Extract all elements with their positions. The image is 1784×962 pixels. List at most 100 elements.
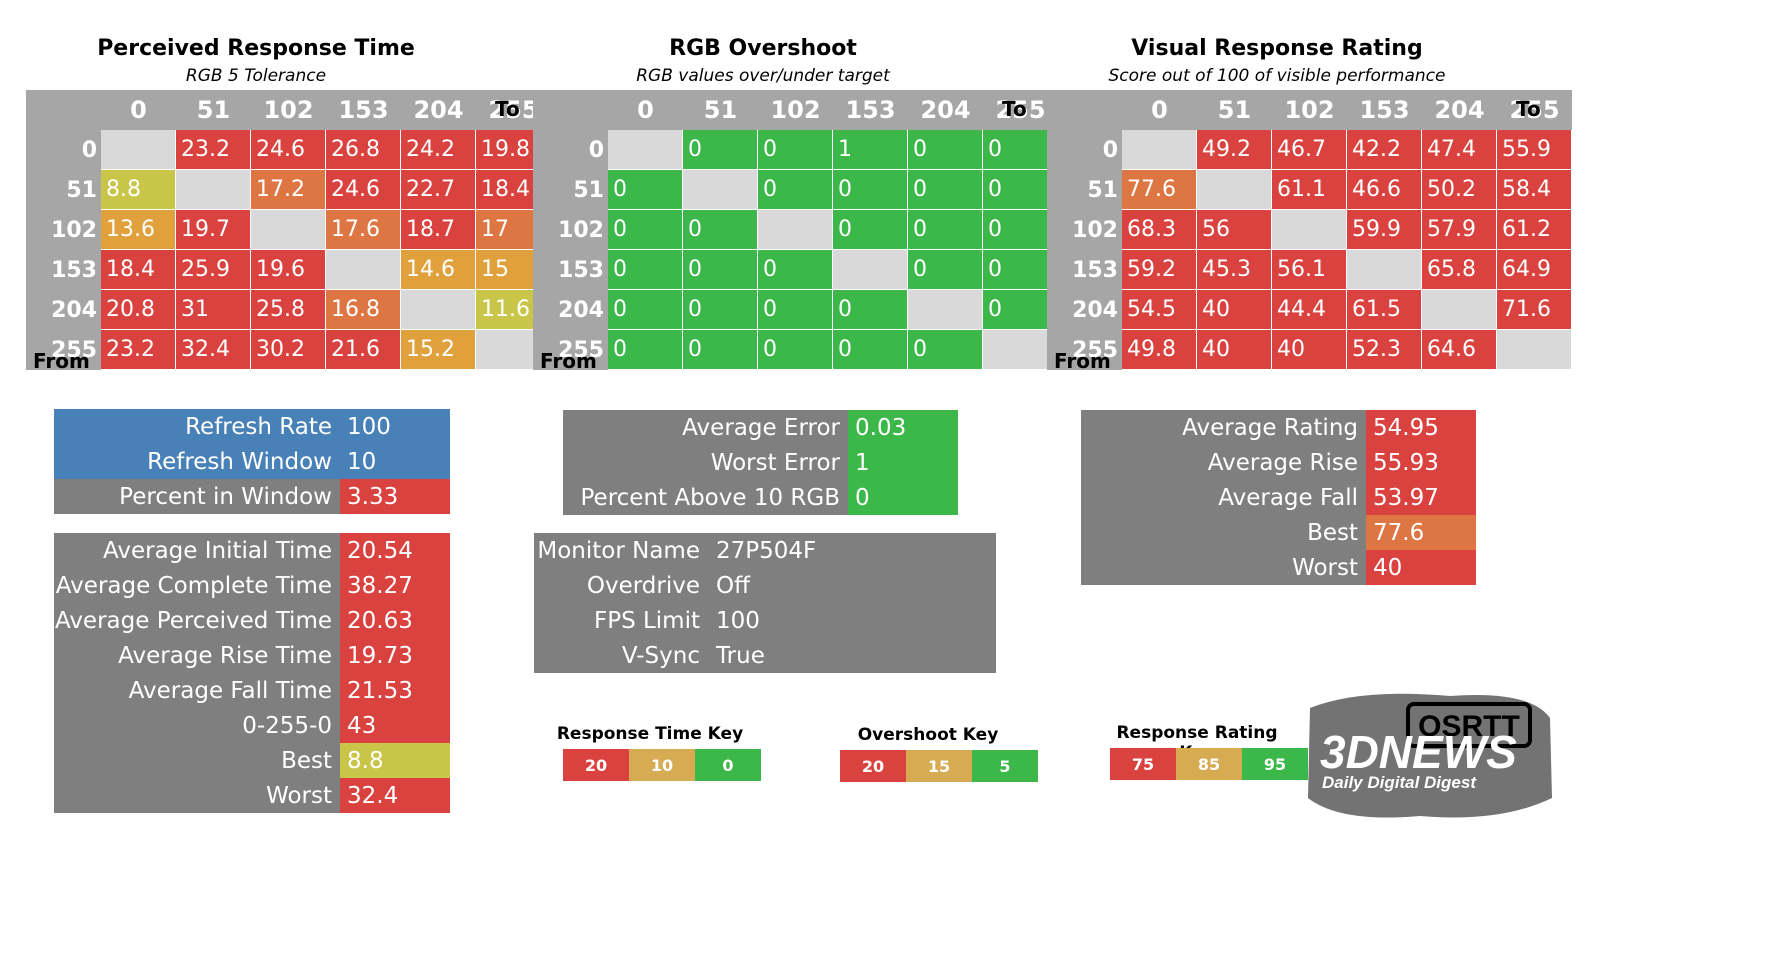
row-header: 204 [1047,290,1122,330]
heatmap-cell: 30.2 [251,330,326,370]
heatmap-cell: 0 [908,250,983,290]
heatmap-cell: 0 [983,250,1058,290]
key-swatch: 10 [629,749,695,781]
logo-brand-text: 3DNEWS [1320,726,1517,778]
stat-value: 20.63 [340,603,450,638]
heatmap-cell: 0 [683,290,758,330]
heatmap-cell: 0 [683,330,758,370]
column-header: 153 [1347,90,1422,130]
heatmap-diagonal-cell [608,130,683,170]
stat-value: 32.4 [340,778,450,813]
row-header: 153 [1047,250,1122,290]
heatmap-cell: 0 [758,250,833,290]
stat-value: 54.95 [1366,410,1476,445]
heatmap-cell: 46.7 [1272,130,1347,170]
row-header: 153 [533,250,608,290]
heatmap-cell: 44.4 [1272,290,1347,330]
stat-label: 0-255-0 [54,708,340,743]
column-header: 51 [1197,90,1272,130]
stat-label: Worst Error [563,445,848,480]
column-header: 153 [833,90,908,130]
heatmap-cell: 61.2 [1497,210,1572,250]
heatmap-cell: 0 [683,130,758,170]
heatmap-cell: 26.8 [326,130,401,170]
heatmap-cell: 59.2 [1122,250,1197,290]
heatmap-cell: 22.7 [401,170,476,210]
stat-value: 0.03 [848,410,958,445]
heatmap-cell: 13.6 [101,210,176,250]
heatmap-cell: 57.9 [1422,210,1497,250]
row-header: 255 [1047,330,1122,370]
heatmap-cell: 64.6 [1422,330,1497,370]
monitor-info-table: Monitor Name 27P504F Overdrive Off FPS Limit… [534,533,996,673]
heatmap-cell: 8.8 [101,170,176,210]
heatmap-cell: 19.7 [176,210,251,250]
heatmap-diagonal-cell [1197,170,1272,210]
error-table: Average Error 0.03 Worst Error 1 Percent Abo… [563,410,958,515]
heatmap-cell: 0 [758,130,833,170]
response-key-title: Response Time Key [556,724,744,744]
heatmap-cell: 49.2 [1197,130,1272,170]
heatmap-cell: 31 [176,290,251,330]
heatmap-cell: 0 [983,210,1058,250]
heatmap-cell: 1 [833,130,908,170]
heatmap-cell: 0 [608,330,683,370]
stat-value: 20.54 [340,533,450,568]
heatmap-cell: 0 [758,330,833,370]
heatmap-cell: 0 [608,210,683,250]
heatmap-diagonal-cell [1272,210,1347,250]
heatmap-cell: 64.9 [1497,250,1572,290]
heatmap-cell: 40 [1197,290,1272,330]
row-header: 0 [533,130,608,170]
stat-value: 38.27 [340,568,450,603]
heatmap-cell: 17.6 [326,210,401,250]
stat-label: Monitor Name [534,533,708,568]
heatmap-diagonal-cell [833,250,908,290]
heatmap-cell: 0 [908,210,983,250]
heatmap-diagonal-cell [326,250,401,290]
heatmap-diagonal-cell [1422,290,1497,330]
column-header: 204 [401,90,476,130]
stat-value: 8.8 [340,743,450,778]
heatmap-diagonal-cell [1497,330,1572,370]
heatmap-cell: 32.4 [176,330,251,370]
heatmap-cell: 21.6 [326,330,401,370]
stat-label: FPS Limit [534,603,708,638]
heatmap-cell: 0 [608,290,683,330]
row-header: 51 [1047,170,1122,210]
heatmap-cell: 14.6 [401,250,476,290]
stat-value: Off [708,568,996,603]
response-time-subtitle: RGB 5 Tolerance [185,66,327,86]
stat-label: Average Fall [1081,480,1366,515]
heatmap-cell: 40 [1272,330,1347,370]
heatmap-cell: 15.2 [401,330,476,370]
stat-label: Average Complete Time [54,568,340,603]
stat-value: 27P504F [708,533,996,568]
rating-title: Visual Response Rating [1131,36,1423,61]
heatmap-cell: 25.8 [251,290,326,330]
heatmap-cell: 0 [683,250,758,290]
column-header: 204 [908,90,983,130]
stat-value: 43 [340,708,450,743]
heatmap-cell: 54.5 [1122,290,1197,330]
key-swatch: 5 [972,750,1038,782]
heatmap-diagonal-cell [758,210,833,250]
time-summary-table: Average Initial Time 20.54 Average Complet… [54,533,450,813]
heatmap-cell: 45.3 [1197,250,1272,290]
response-from-label: From [33,349,90,373]
row-header: 51 [26,170,101,210]
row-header: 255 [533,330,608,370]
column-header: 51 [683,90,758,130]
stat-label: Best [54,743,340,778]
stat-label: Refresh Rate [54,409,340,444]
response-time-heatmap: 0 51 102 153 204 255 0 23.2 24.6 26.8 24.2 19.8 51 8.… [26,90,551,370]
heatmap-cell: 77.6 [1122,170,1197,210]
heatmap-cell: 0 [758,290,833,330]
stat-value: 53.97 [1366,480,1476,515]
stat-value: 19.73 [340,638,450,673]
stat-value: 3.33 [340,479,450,514]
stat-value: 10 [340,444,450,479]
stat-label: Percent in Window [54,479,340,514]
response-key: 20 10 0 [563,749,761,781]
stat-value: 0 [848,480,958,515]
